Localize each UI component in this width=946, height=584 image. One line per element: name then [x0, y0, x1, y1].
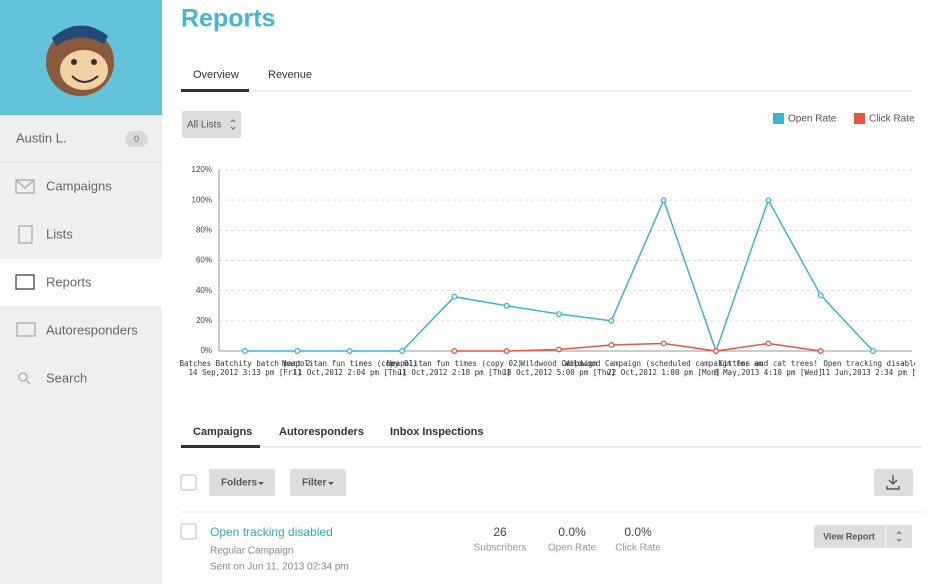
data-point [399, 348, 405, 354]
data-point [608, 317, 615, 324]
campaign-type: Regular Campaign [210, 546, 293, 557]
x-tick-label: Kittens and cat trees! [719, 359, 818, 368]
data-point [556, 311, 562, 317]
x-tick-date: 8 May,2013 4:10 pm [Wed] [714, 368, 822, 377]
x-tick-label: Open tracking disabled [823, 359, 922, 368]
list-select[interactable] [182, 111, 241, 138]
data-point [294, 348, 301, 354]
x-tick-label: Batches Batchity batch part 2 [180, 359, 311, 368]
legend-swatch [773, 113, 784, 124]
caret [328, 482, 334, 485]
stat-value: 0.0% [624, 525, 652, 539]
legend-label: Open Rate [788, 114, 837, 125]
select-arrow [896, 531, 902, 542]
y-tick-label: 40% [196, 286, 212, 295]
data-point [765, 197, 772, 204]
folders-button[interactable] [209, 469, 275, 496]
stat-label: Click Rate [615, 543, 661, 554]
x-tick-label: Wildwood Campaign [521, 359, 598, 368]
tab-active [181, 445, 260, 448]
y-tick-label: 60% [196, 256, 212, 265]
data-point [660, 197, 667, 204]
stat-label: Subscribers [474, 543, 527, 554]
x-labels: Batches Batchity batch part 214 Sep,2012… [180, 359, 925, 377]
y-tick-label: 120% [192, 165, 212, 174]
stat-value: 26 [493, 525, 507, 539]
tab[interactable]: Overview [193, 69, 239, 81]
data-point [346, 348, 353, 354]
data-point [451, 293, 458, 300]
x-tick-date: 14 Sep,2012 3:13 pm [Fri] [189, 368, 302, 377]
y-tick-label: 100% [192, 195, 212, 204]
button-label: Folders [221, 478, 258, 489]
y-tick-label: 0% [200, 346, 212, 355]
tab[interactable]: Autoresponders [279, 426, 364, 438]
x-tick-date: 22 Oct,2012 1:00 pm [Mon] [607, 368, 720, 377]
caret [258, 482, 264, 485]
download-icon [886, 475, 900, 490]
page-title: Reports [181, 5, 275, 33]
x-tick-date: 11 Oct,2012 2:18 pm [Thu] [398, 368, 511, 377]
checkbox[interactable] [180, 523, 197, 540]
badge [125, 131, 148, 147]
legend-swatch [854, 113, 865, 124]
stat-value: 0.0% [558, 525, 586, 539]
menu-item[interactable]: Lists [46, 226, 73, 241]
tab[interactable]: Revenue [268, 69, 312, 81]
series-line [245, 198, 874, 354]
y-tick-label: 80% [196, 225, 212, 234]
data-point [503, 302, 510, 309]
data-point [817, 348, 824, 354]
badge-count: 0 [134, 134, 139, 144]
button-label: Filter [302, 478, 327, 489]
tab[interactable]: Inbox Inspections [390, 426, 484, 438]
campaign-link[interactable]: Open tracking disabled [210, 525, 333, 539]
menu-item[interactable]: Search [46, 370, 87, 385]
x-tick-label: Wildwood Campaign (scheduled campaign fo… [564, 359, 763, 368]
x-tick-date: 18 Oct,2012 5:00 pm [Thu] [503, 368, 616, 377]
data-point [451, 348, 458, 354]
x-tick-date: 11 Jun,2013 2:34 pm [Tu [821, 368, 925, 377]
logo [46, 25, 114, 96]
menu-item[interactable]: Autoresponders [46, 322, 138, 337]
list-select-label: All Lists [187, 120, 221, 131]
data-point [503, 348, 510, 354]
select-arrow [230, 119, 236, 130]
data-point [242, 348, 248, 354]
button-label: View Report [823, 531, 875, 541]
tab-active [181, 89, 249, 92]
data-point [870, 348, 876, 354]
series-line [454, 342, 821, 352]
menu-item[interactable]: Reports [46, 274, 92, 289]
data-point [817, 292, 824, 299]
stat-label: Open Rate [548, 543, 597, 554]
checkbox[interactable] [180, 474, 197, 491]
x-tick-date: 11 Oct,2012 2:04 pm [Thu] [293, 368, 406, 377]
y-tick-label: 20% [196, 316, 212, 325]
menu-selected [0, 259, 162, 306]
view-report-button[interactable] [814, 525, 912, 548]
data-point [660, 340, 667, 347]
x-tick-label: Neapolitan fun times (copy 01) [282, 359, 417, 368]
data-point [765, 340, 772, 347]
x-tick-label: Neapolitan fun times (copy 02) [387, 359, 522, 368]
tab[interactable]: Campaigns [193, 426, 252, 438]
user-name[interactable]: Austin L. [16, 130, 67, 145]
data-point [713, 348, 719, 354]
data-point [556, 346, 562, 353]
filter-button[interactable] [290, 469, 346, 496]
menu-item[interactable]: Campaigns [46, 178, 112, 193]
campaign-sent: Sent on Jun 11, 2013 02:34 pm [210, 562, 349, 573]
data-point [608, 342, 615, 348]
menu-icons [15, 179, 36, 385]
legend-label: Click Rate [869, 114, 915, 125]
